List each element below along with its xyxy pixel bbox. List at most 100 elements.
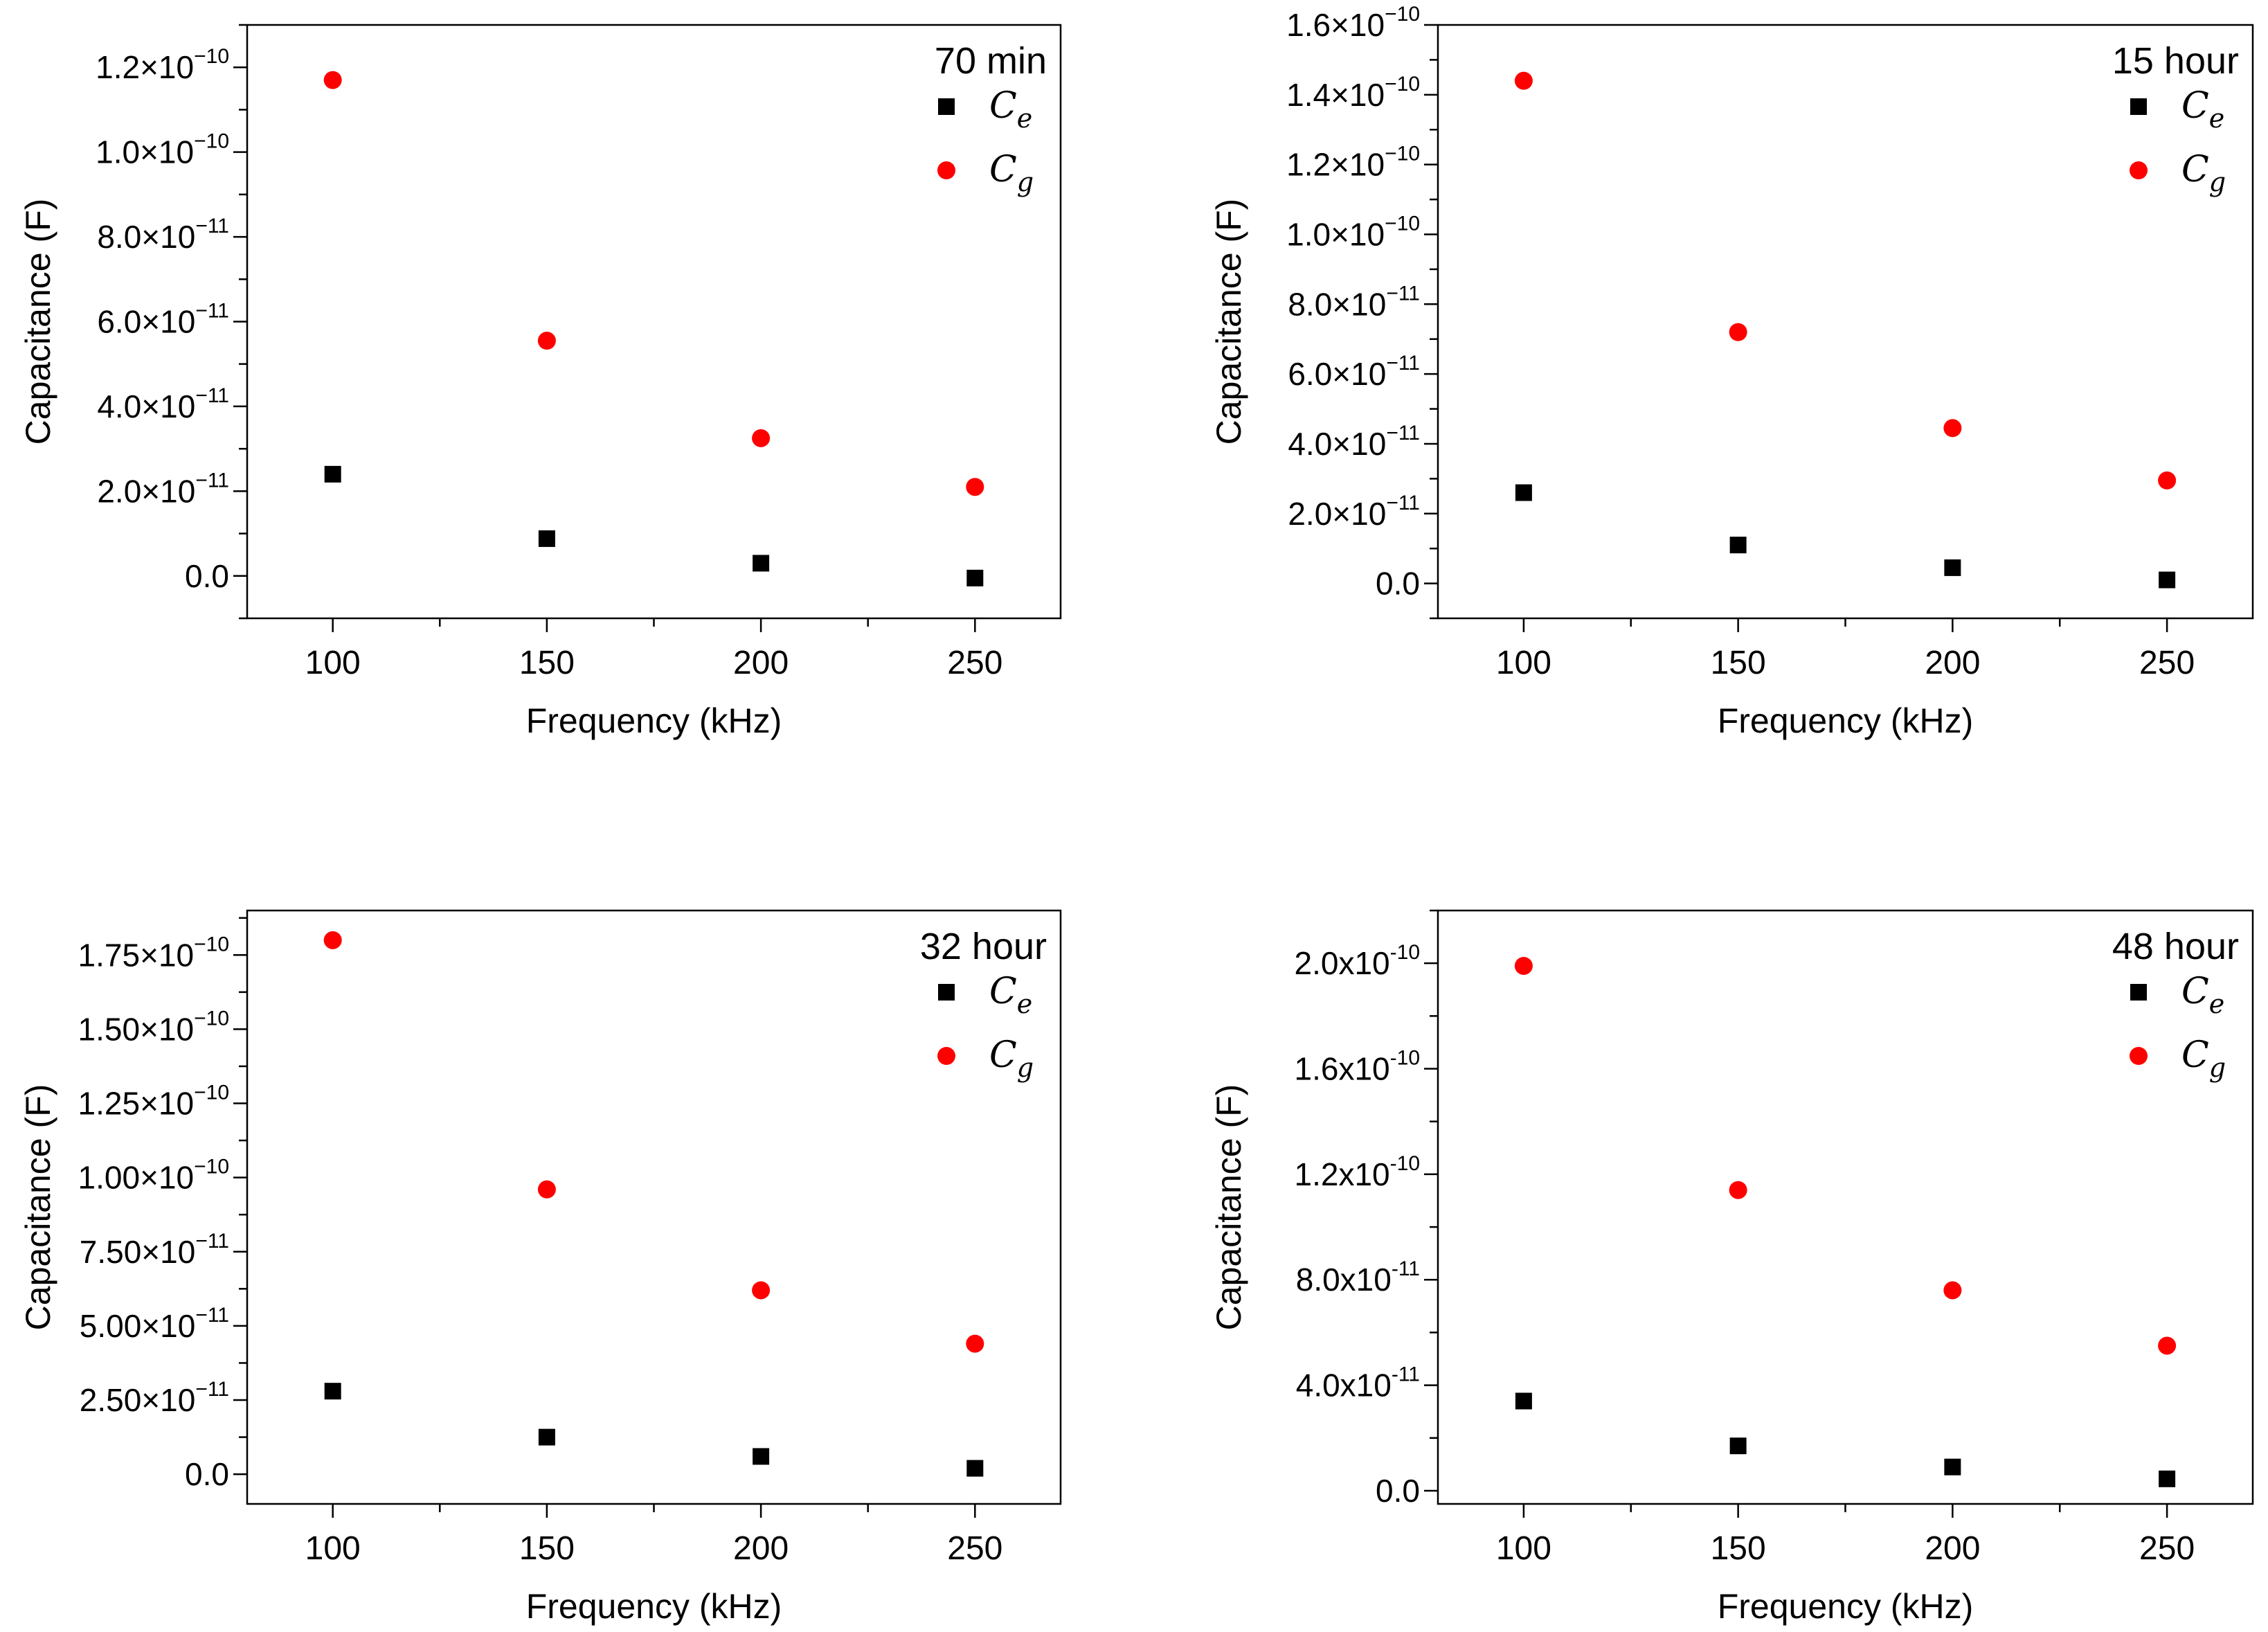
data-point-ce-250 bbox=[2159, 1470, 2176, 1487]
data-point-ce-250 bbox=[2159, 571, 2176, 589]
x-axis-title: Frequency (kHz) bbox=[526, 701, 782, 740]
legend-label-cg: Cg bbox=[989, 149, 1034, 197]
x-tick-label: 100 bbox=[1496, 645, 1551, 681]
panel-title: 32 hour bbox=[920, 926, 1047, 967]
data-point-cg-150 bbox=[1729, 1181, 1747, 1199]
data-point-ce-100 bbox=[324, 465, 341, 483]
legend-marker-ce bbox=[938, 98, 955, 115]
data-point-cg-250 bbox=[966, 1334, 984, 1353]
x-tick-label: 150 bbox=[1711, 1530, 1766, 1567]
y-tick-label: 0.0 bbox=[185, 558, 229, 594]
y-axis-title: Capacitance (F) bbox=[19, 199, 57, 445]
data-point-ce-100 bbox=[324, 1383, 341, 1400]
legend-label-cg: Cg bbox=[2181, 1034, 2226, 1083]
x-tick-label: 150 bbox=[1711, 645, 1766, 681]
x-tick-label: 200 bbox=[733, 645, 789, 681]
legend-marker-cg bbox=[937, 1047, 955, 1065]
y-tick-label: 1.0×10−10 bbox=[96, 130, 229, 170]
y-tick-label: 6.0×10−11 bbox=[97, 300, 229, 340]
y-tick-label: 1.6×10−10 bbox=[1286, 3, 1420, 43]
y-tick-label: 4.0x10-11 bbox=[1296, 1363, 1420, 1404]
legend-marker-cg bbox=[937, 161, 955, 179]
y-tick-label: 0.0 bbox=[185, 1456, 229, 1492]
data-point-ce-200 bbox=[1944, 559, 1961, 576]
x-axis-title: Frequency (kHz) bbox=[526, 1587, 782, 1626]
y-tick-label: 4.0×10−11 bbox=[97, 384, 229, 424]
y-tick-label: 1.2x10-10 bbox=[1295, 1152, 1420, 1192]
y-tick-label: 1.00×10−10 bbox=[78, 1156, 229, 1196]
x-tick-label: 250 bbox=[947, 1530, 1002, 1567]
y-tick-label: 1.6x10-10 bbox=[1295, 1047, 1420, 1087]
data-point-cg-100 bbox=[323, 71, 342, 89]
y-tick-label: 8.0×10−11 bbox=[1288, 282, 1420, 322]
data-point-cg-250 bbox=[2158, 471, 2177, 490]
data-point-cg-250 bbox=[2158, 1336, 2177, 1355]
x-tick-label: 150 bbox=[519, 1530, 575, 1567]
data-point-cg-150 bbox=[537, 332, 556, 350]
data-point-ce-200 bbox=[753, 555, 770, 572]
legend-marker-ce bbox=[2130, 984, 2147, 1001]
x-axis-title: Frequency (kHz) bbox=[1718, 1587, 1974, 1626]
legend-marker-ce bbox=[2130, 98, 2147, 115]
x-axis-title: Frequency (kHz) bbox=[1718, 701, 1974, 740]
legend-label-ce: Ce bbox=[989, 971, 1032, 1019]
y-tick-label: 5.00×10−11 bbox=[80, 1304, 229, 1344]
x-tick-label: 250 bbox=[2139, 645, 2195, 681]
chart-panel-4: 100 150 200 250 0.0 4.0x10-11 8.0x10-11 1.2x10-… bbox=[1209, 909, 2254, 1626]
data-point-ce-250 bbox=[966, 1460, 984, 1477]
data-point-ce-150 bbox=[1729, 1437, 1747, 1455]
y-tick-label: 8.0×10−11 bbox=[97, 215, 229, 255]
x-tick-label: 200 bbox=[1925, 645, 1980, 681]
y-tick-label: 6.0×10−11 bbox=[1288, 352, 1420, 392]
data-point-cg-100 bbox=[323, 931, 342, 949]
data-point-ce-150 bbox=[1729, 537, 1747, 554]
data-point-ce-250 bbox=[966, 569, 984, 586]
y-axis-title: Capacitance (F) bbox=[1209, 199, 1248, 445]
y-tick-label: 0.0 bbox=[1376, 566, 1420, 602]
y-axis-title: Capacitance (F) bbox=[19, 1084, 57, 1331]
y-tick-label: 1.2×10−10 bbox=[1286, 143, 1420, 183]
y-tick-label: 7.50×10−11 bbox=[80, 1230, 229, 1270]
y-tick-label: 1.75×10−10 bbox=[78, 933, 229, 973]
panel-title: 70 min bbox=[935, 40, 1047, 82]
x-tick-label: 100 bbox=[1496, 1530, 1551, 1567]
data-point-cg-200 bbox=[1943, 1281, 1962, 1300]
y-tick-label: 1.0×10−10 bbox=[1286, 212, 1420, 252]
data-point-cg-200 bbox=[752, 429, 771, 447]
data-point-cg-100 bbox=[1514, 71, 1533, 90]
chart-panel-2: 100 150 200 250 0.0 2.0×10−11 4.0×10−11 6.0×10−… bbox=[1209, 3, 2254, 740]
data-point-cg-100 bbox=[1514, 956, 1533, 975]
data-point-ce-200 bbox=[753, 1448, 770, 1465]
data-point-cg-250 bbox=[966, 478, 984, 496]
legend-marker-cg bbox=[2130, 161, 2148, 179]
x-tick-label: 250 bbox=[2139, 1530, 2195, 1567]
legend-marker-ce bbox=[938, 984, 955, 1001]
y-tick-label: 8.0x10-11 bbox=[1296, 1257, 1420, 1298]
x-tick-label: 100 bbox=[305, 645, 361, 681]
chart-panel-3: 100 150 200 250 0.0 2.50×10−11 5.00×10−11 7.50×… bbox=[19, 909, 1062, 1626]
panel-title: 15 hour bbox=[2112, 40, 2239, 82]
x-tick-label: 200 bbox=[1925, 1530, 1980, 1567]
legend-marker-cg bbox=[2130, 1047, 2148, 1065]
data-point-cg-200 bbox=[752, 1281, 771, 1300]
y-tick-label: 1.4×10−10 bbox=[1286, 73, 1420, 113]
y-tick-label: 2.0x10-10 bbox=[1295, 941, 1420, 981]
legend-label-cg: Cg bbox=[2181, 149, 2226, 197]
y-tick-label: 1.50×10−10 bbox=[78, 1007, 229, 1047]
legend-label-cg: Cg bbox=[989, 1034, 1034, 1083]
chart-panel-1: 100 150 200 250 0.0 2.0×10−11 4.0×10−11 6.0×10−… bbox=[19, 24, 1062, 740]
x-tick-label: 200 bbox=[733, 1530, 789, 1567]
y-axis-title: Capacitance (F) bbox=[1209, 1084, 1248, 1331]
data-point-ce-150 bbox=[538, 1428, 555, 1446]
y-tick-label: 0.0 bbox=[1376, 1473, 1420, 1509]
data-point-ce-150 bbox=[538, 530, 555, 547]
data-point-ce-100 bbox=[1515, 484, 1532, 501]
y-tick-label: 1.25×10−10 bbox=[78, 1082, 229, 1122]
x-tick-label: 250 bbox=[947, 645, 1002, 681]
y-tick-label: 2.0×10−11 bbox=[1288, 492, 1420, 532]
x-tick-label: 150 bbox=[519, 645, 575, 681]
data-point-cg-200 bbox=[1943, 419, 1962, 438]
legend-label-ce: Ce bbox=[989, 85, 1032, 134]
legend-label-ce: Ce bbox=[2181, 971, 2224, 1019]
